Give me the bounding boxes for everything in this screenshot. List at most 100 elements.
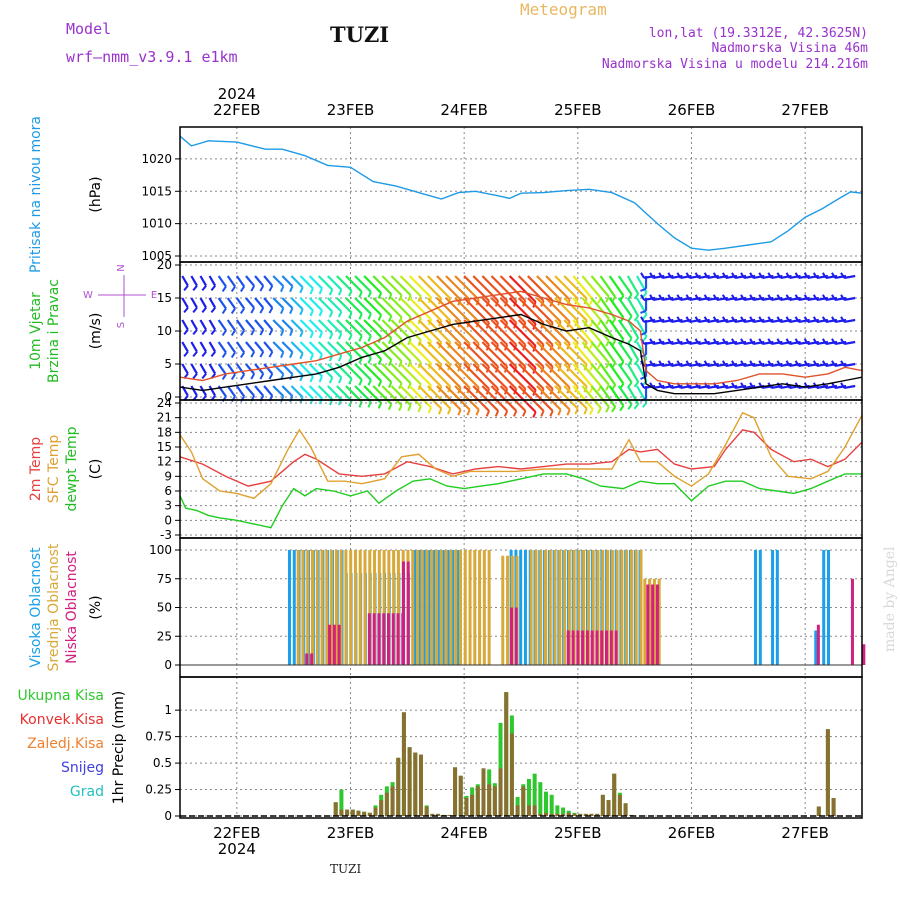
total-precip-bar [561,807,566,816]
wind-barb-flag [785,338,791,345]
convective-precip-bar [825,729,830,816]
wind-barb-flag [721,316,727,323]
wind-barb [536,341,562,367]
wind-barb-flag [388,293,393,300]
precip-legend-item: Grad [70,784,104,800]
wind-barb-flag [749,360,755,367]
x-tick-label-top: 25FEB [554,101,601,119]
wind-barb [336,275,353,292]
wind-barb-flag [703,338,709,345]
srednja-oblacnost-bar [463,550,467,665]
wind-barb-flag [633,359,640,366]
wind-barb [527,275,554,302]
wind-barb [190,385,198,397]
wind-barb [454,363,480,389]
wind-barb-flag [685,272,691,279]
wind-barb-flag [338,311,343,318]
wind-barb-flag [712,272,718,279]
srednja-oblacnost-bar [411,550,415,665]
wind-barb-flag [694,338,700,345]
wind-barb [508,275,537,303]
temperature-panel [175,399,863,539]
clouds-ylabel: Srednja Oblacnost [46,543,62,671]
y-tick-label: 0.75 [145,730,172,744]
srednja-oblacnost-bar [563,550,567,665]
wind-barb [290,385,304,399]
srednja-oblacnost-bar [310,550,314,665]
wind-barb-flag [377,292,383,299]
precip-legend-item: Zaledj.Kisa [27,736,104,752]
convective-precip-bar [373,807,378,816]
wind-barb [436,385,462,411]
wind-barb-flag [348,356,353,363]
wind-barb-flag [240,307,246,315]
total-precip-bar [532,773,537,816]
y-tick-label: 1010 [141,217,172,231]
precipitation-frame [179,676,863,819]
wind-barb [208,341,217,353]
convective-precip-bar [464,798,469,816]
wind-barb [417,297,443,322]
x-tick-label-top: 23FEB [327,101,374,119]
wind-barb-flag [758,294,764,301]
wind-barb [408,341,432,365]
wind-barb-flag [398,294,403,302]
wind-barb-flag [821,316,827,323]
wind-barb-flag [658,338,664,345]
niska-oblacnost-bar [305,653,309,665]
wind-barb-flag [367,313,372,320]
wind-barb [454,275,480,301]
srednja-oblacnost-bar [639,550,643,665]
srednja-oblacnost-bar [577,550,581,665]
wind-barb-flag [840,382,846,389]
wind-barb-flag [532,411,537,418]
wind-barb [626,319,640,339]
wind-barb [563,341,588,366]
wind-barb [272,319,285,331]
wind-barb-flag [812,360,818,367]
wind-barb-flag [619,405,625,412]
wind-barb [290,275,304,289]
wind-barb-flag [309,354,314,361]
wind-barb [590,297,610,320]
visoka-oblacnost-bar [814,630,818,665]
wind-barb-flag [642,292,648,298]
wind-barb [527,319,554,346]
wind-barb-flag [649,338,655,345]
visoka-oblacnost-bar [422,550,426,665]
wind-barb [527,297,554,324]
srednja-oblacnost-bar [478,550,482,665]
wind-barb-flag [640,272,645,279]
srednja-oblacnost-bar [301,550,305,665]
temperature-ylabel: dewpt Temp [64,426,80,511]
wind-barb-flag [685,294,691,301]
convective-precip-bar [544,812,549,816]
srednja-oblacnost-bar [435,550,439,665]
visoka-oblacnost-bar [826,550,830,665]
wind-barb [472,341,499,368]
wind-barb [554,341,579,366]
wind-barb-flag [338,355,343,362]
convective-precip-bar [470,794,475,816]
srednja-oblacnost-bar [572,550,576,665]
srednja-oblacnost-bar [582,550,586,665]
y-tick-label: 0 [164,658,172,672]
wind-barb-flag [466,409,471,416]
wind-barb [626,385,640,405]
y-tick-label: 25 [157,629,172,643]
wind-barb [254,319,265,331]
wind-barb-flag [640,309,647,314]
wind-barb-flag [358,335,363,342]
wind-barb [536,385,562,411]
wind-barb-flag [348,290,353,297]
wind-barb-flag [289,307,294,315]
wind-barb [226,341,236,354]
wind-barb-flag [658,382,664,389]
precipitation-panel [175,676,863,819]
wind-barb [581,275,602,299]
wind-barb [545,385,571,411]
wind-barb-flag [667,338,673,345]
wind-barb-flag [309,310,314,317]
wind-barb-flag [309,376,314,383]
wind-barb [599,341,617,364]
